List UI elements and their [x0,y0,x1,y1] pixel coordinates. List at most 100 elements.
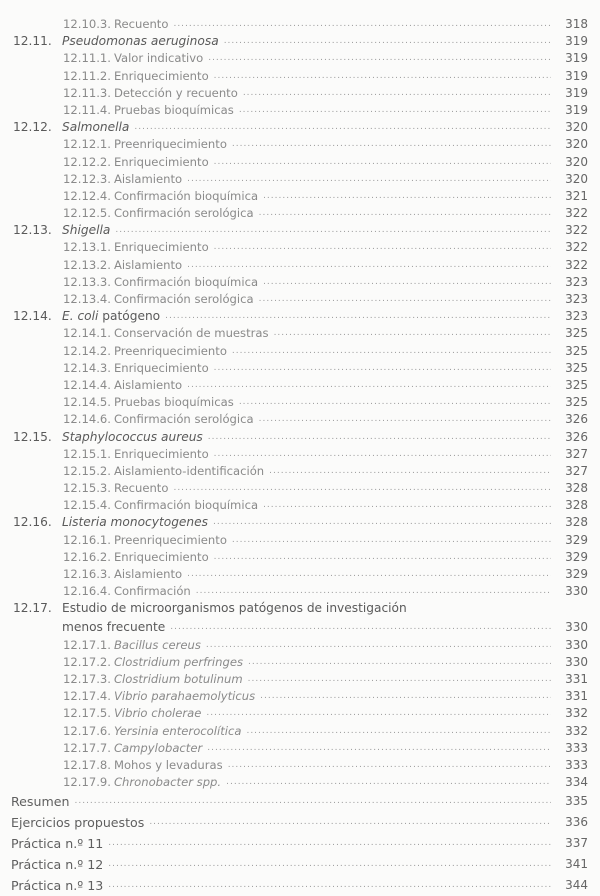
page-number: 325 [565,360,588,375]
toc-subsection-item[interactable]: 12.16.3.Aislamiento 329 [0,566,600,583]
dot-leader [232,343,551,360]
dot-leader [187,566,551,583]
section-title: Recuento [114,16,169,33]
section-title-text: Práctica n.º 11 [11,836,104,852]
toc-subsection-item[interactable]: 12.12.3.Aislamiento 320 [0,171,600,188]
section-title: Aislamiento [114,566,182,583]
toc-subsection-item[interactable]: 12.16.4.Confirmación 330 [0,583,600,600]
toc-subsection-item[interactable]: 12.17.4.Vibrio parahaemolyticus 331 [0,688,600,705]
dot-leader [206,705,551,722]
toc-subsection-item[interactable]: 12.17.8.Mohos y levaduras 333 [0,757,600,774]
section-title: Mohos y levaduras [114,757,223,774]
toc-subsection-item[interactable]: 12.12.4.Confirmación bioquímica 321 [0,188,600,205]
section-title: Aislamiento [114,257,182,274]
section-number: 12.15.4. [63,498,111,513]
toc-subsection-item[interactable]: 12.15.4.Confirmación bioquímica 328 [0,497,600,514]
toc-section-item[interactable]: 12.15. Staphylococcus aureus 326 [0,429,600,446]
toc-section-item[interactable]: 12.17. Estudio de microorganismos patógen… [0,600,600,617]
section-number: 12.12.2. [63,154,111,169]
section-title-text: Aislamiento-identificación [113,463,265,478]
toc-subsection-item[interactable]: 12.13.4.Confirmación serológica 323 [0,291,600,308]
toc-section-item[interactable]: 12.12. Salmonella 320 [0,119,600,136]
dot-leader [259,291,551,308]
toc-subsection-item[interactable]: 12.17.9.Chronobacter spp. 334 [0,774,600,791]
section-number: 12.15.1. [63,446,111,461]
toc-section-item[interactable]: menos frecuente 330 [0,618,600,637]
section-title-italic: Vibrio parahaemolyticus [113,689,256,704]
section-title-text: Enriquecimiento [113,549,209,564]
toc-subsection-item[interactable]: 12.17.5.Vibrio cholerae 332 [0,705,600,722]
section-title-text: Ejercicios propuestos [11,815,145,831]
dot-leader [214,68,551,85]
toc-subsection-item[interactable]: 12.15.2.Aislamiento-identificación 327 [0,463,600,480]
toc-subsection-item[interactable]: 12.12.1.Preenriquecimiento 320 [0,136,600,153]
section-title-text: Confirmación serológica [113,292,254,306]
section-title-italic: Shigella [62,223,111,238]
page-number: 328 [565,481,588,496]
dot-leader [259,205,551,222]
toc-subsection-item[interactable]: 12.12.2.Enriquecimiento 320 [0,154,600,171]
section-title: Confirmación serológica [114,291,254,308]
section-title-text: Confirmación bioquímica [113,498,259,513]
section-title-italic: Listeria monocytogenes [62,515,209,530]
toc-chapter-item[interactable]: Práctica n.º 13 344 [0,875,600,896]
toc-subsection-item[interactable]: 12.10.3.Recuento 318 [0,16,600,33]
toc-subsection-item[interactable]: 12.14.3.Enriquecimiento 325 [0,360,600,377]
section-title: Resumen [11,791,69,812]
toc-chapter-item[interactable]: Práctica n.º 12 341 [0,854,600,875]
toc-subsection-item[interactable]: 12.13.3.Confirmación bioquímica 323 [0,274,600,291]
section-number: 12.16.2. [63,549,111,564]
toc-chapter-item[interactable]: Práctica n.º 11 337 [0,833,600,854]
toc-subsection-item[interactable]: 12.16.1.Preenriquecimiento 329 [0,532,600,549]
section-title-italic: Salmonella [62,120,130,135]
section-number: 12.12.5. [63,206,111,221]
dot-leader [207,740,551,757]
toc-subsection-item[interactable]: 12.17.3.Clostridium botulinum 331 [0,671,600,688]
toc-subsection-item[interactable]: 12.14.2.Preenriquecimiento 325 [0,343,600,360]
toc-subsection-item[interactable]: 12.13.1.Enriquecimiento 322 [0,239,600,256]
toc-section-item[interactable]: 12.11. Pseudomonas aeruginosa 319 [0,33,600,50]
toc-subsection-item[interactable]: 12.14.6.Confirmación serológica 326 [0,411,600,428]
toc-chapter-item[interactable]: Ejercicios propuestos 336 [0,812,600,833]
toc-subsection-item[interactable]: 12.16.2.Enriquecimiento 329 [0,549,600,566]
toc-section-item[interactable]: 12.16. Listeria monocytogenes 328 [0,514,600,531]
section-title-text: Confirmación bioquímica [113,188,259,203]
toc-subsection-item[interactable]: 12.14.5.Pruebas bioquímicas 325 [0,394,600,411]
dot-leader [206,637,551,654]
section-number: 12.12.4. [63,188,111,203]
section-title-italic: Vibrio cholerae [113,706,202,721]
dot-leader [187,171,551,188]
section-title: Enriquecimiento [114,446,209,463]
toc-section-item[interactable]: 12.14. E. coli patógeno 323 [0,308,600,325]
section-title-text: patógeno [98,309,161,324]
toc-subsection-item[interactable]: 12.17.6.Yersinia enterocolítica 332 [0,723,600,740]
section-title: Enriquecimiento [114,68,209,85]
section-number: 12.14.6. [63,412,111,427]
toc-subsection-item[interactable]: 12.17.2.Clostridium perfringes 330 [0,654,600,671]
toc-subsection-item[interactable]: 12.11.1.Valor indicativo 319 [0,50,600,67]
section-title: Staphylococcus aureus [62,429,203,446]
section-number: 12.11.4. [63,102,111,117]
toc-section-item[interactable]: 12.13. Shigella 322 [0,222,600,239]
toc-subsection-item[interactable]: 12.11.2.Enriquecimiento 319 [0,68,600,85]
toc-subsection-item[interactable]: 12.17.7.Campylobacter 333 [0,740,600,757]
section-title: Conservación de muestras [114,325,269,342]
toc-subsection-item[interactable]: 12.15.1.Enriquecimiento 327 [0,446,600,463]
toc-subsection-item[interactable]: 12.15.3.Recuento 328 [0,480,600,497]
dot-leader [173,480,551,497]
toc-subsection-item[interactable]: 12.14.1.Conservación de muestras 325 [0,325,600,342]
toc-chapter-item[interactable]: Resumen 335 [0,791,600,812]
section-title: Shigella [62,222,110,239]
dot-leader [243,85,551,102]
page-number: 325 [565,326,588,341]
toc-subsection-item[interactable]: 12.17.1.Bacillus cereus 330 [0,637,600,654]
toc-subsection-item[interactable]: 12.13.2.Aislamiento 322 [0,257,600,274]
toc-subsection-item[interactable]: 12.12.5.Confirmación serológica 322 [0,205,600,222]
toc-subsection-item[interactable]: 12.11.4.Pruebas bioquímicas 319 [0,102,600,119]
section-title: Confirmación [114,583,191,600]
section-title: Aislamiento [114,171,182,188]
section-title-text: Aislamiento [113,257,183,272]
toc-subsection-item[interactable]: 12.11.3.Detección y recuento 319 [0,85,600,102]
toc-subsection-item[interactable]: 12.14.4.Aislamiento 325 [0,377,600,394]
section-title-text: Pruebas bioquímicas [113,102,234,117]
